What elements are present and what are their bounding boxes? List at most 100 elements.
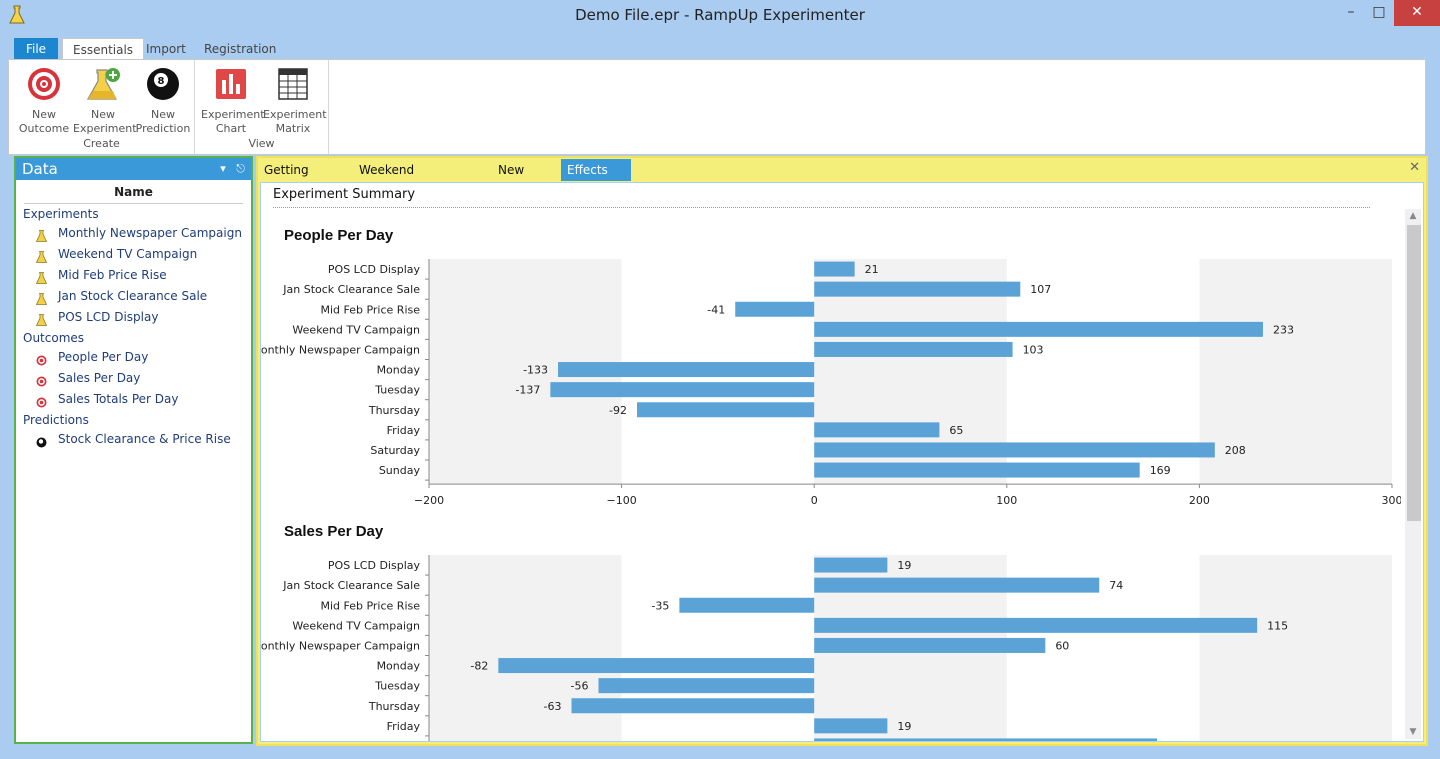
maximize-button[interactable]: □	[1372, 4, 1386, 20]
view-group-label: View	[248, 137, 275, 150]
tree-section-predictions[interactable]: Predictions	[23, 413, 89, 427]
scroll-up-icon[interactable]: ▲	[1409, 211, 1417, 221]
target-icon	[26, 66, 62, 102]
bar	[814, 718, 888, 734]
data-label: 103	[1023, 343, 1044, 356]
window-title: Demo File.epr - RampUp Experimenter	[575, 6, 865, 24]
tab-file[interactable]: File	[14, 38, 58, 60]
grid-band	[1199, 555, 1392, 741]
data-pane-title: Data	[22, 160, 58, 178]
target-icon	[36, 352, 47, 366]
close-button[interactable]: ✕	[1394, 0, 1440, 26]
ribbon-panel: New Outcome New Experiment 8 New Predic	[8, 59, 1426, 155]
tree-item[interactable]: Monthly Newspaper Campaign	[16, 223, 251, 244]
data-label: -63	[544, 700, 562, 713]
category-label: POS LCD Display	[328, 559, 421, 572]
new-outcome-button[interactable]: New Outcome	[14, 66, 74, 136]
category-label: Weekend TV Campaign	[292, 619, 420, 632]
tree-item[interactable]: Mid Feb Price Rise	[16, 265, 251, 286]
tree-item[interactable]: Weekend TV Campaign	[16, 244, 251, 265]
minimize-button[interactable]: –	[1347, 4, 1355, 20]
tree-item[interactable]: Sales Totals Per Day	[16, 389, 251, 410]
data-label: 74	[1109, 579, 1123, 592]
bar	[814, 442, 1215, 458]
category-label: Thursday	[368, 700, 421, 713]
experiment-chart-button[interactable]: Experiment Chart	[201, 66, 265, 136]
tree-item[interactable]: Stock Clearance & Price Rise	[16, 429, 251, 450]
vertical-scrollbar[interactable]: ▲ ▼	[1405, 209, 1421, 739]
data-label: 65	[949, 424, 963, 437]
target-icon	[36, 394, 47, 408]
data-label: 233	[1273, 323, 1294, 336]
data-label: -133	[523, 364, 548, 377]
bar	[498, 658, 815, 674]
flask-icon	[35, 228, 48, 242]
pane-dropdown-icon[interactable]: ▾	[220, 162, 226, 175]
x-tick-label: 300	[1382, 494, 1402, 507]
tree-section-outcomes[interactable]: Outcomes	[23, 331, 85, 345]
tab-weekend-tv-campaign[interactable]: Weekend TV Campaign	[359, 163, 420, 221]
new-prediction-button[interactable]: 8 New Prediction	[133, 66, 193, 136]
tree-item[interactable]: POS LCD Display	[16, 307, 251, 328]
tree-item-label: Jan Stock Clearance Sale	[58, 289, 208, 303]
bar	[637, 402, 815, 418]
category-label: Jan Stock Clearance Sale	[282, 579, 420, 592]
new-experiment-button[interactable]: New Experiment	[73, 66, 137, 136]
flask-icon	[35, 270, 48, 284]
data-label: 169	[1150, 464, 1171, 477]
tab-new-event[interactable]: New Event	[498, 163, 532, 199]
scroll-down-icon[interactable]: ▼	[1409, 727, 1417, 737]
data-pane-header: Data ▾ ⎋	[16, 158, 251, 180]
data-label: 19	[897, 559, 911, 572]
tree-item[interactable]: People Per Day	[16, 347, 251, 368]
target-icon	[36, 373, 47, 387]
tree-item[interactable]: Jan Stock Clearance Sale	[16, 286, 251, 307]
data-label: 107	[1030, 283, 1051, 296]
data-label: -56	[571, 680, 589, 693]
tab-getting-started[interactable]: Getting Started	[264, 163, 309, 199]
data-label: 208	[1225, 444, 1246, 457]
ribbon-tabs: File Essentials Import Registration	[8, 36, 1432, 60]
tab-import[interactable]: Import	[146, 42, 186, 56]
create-group-label: Create	[83, 137, 120, 150]
data-label: 89	[1167, 740, 1181, 742]
tree-item-label: Mid Feb Price Rise	[58, 268, 167, 282]
scrollbar-thumb[interactable]	[1407, 225, 1421, 521]
tab-effects-summary[interactable]: Effects Summary	[561, 159, 631, 199]
bar	[558, 362, 815, 378]
data-label: -137	[515, 384, 540, 397]
summary-title: Experiment Summary	[273, 187, 416, 202]
name-column-header[interactable]: Name	[24, 182, 243, 204]
category-label: Friday	[387, 424, 421, 437]
bar	[814, 261, 855, 277]
bar	[814, 281, 1021, 297]
bar	[814, 341, 1013, 357]
tree-item-label: People Per Day	[58, 350, 149, 364]
tree-section-experiments[interactable]: Experiments	[23, 207, 99, 221]
eight-ball-icon	[36, 434, 47, 448]
people-per-day-chart: POS LCD Display 21 Jan Stock Clearance Sal…	[261, 259, 1402, 507]
new-outcome-label: New Outcome	[18, 108, 70, 135]
flask-add-icon	[85, 66, 121, 102]
tab-registration[interactable]: Registration	[204, 42, 277, 56]
data-label: -82	[470, 660, 488, 673]
experiment-matrix-button[interactable]: Experiment Matrix	[263, 66, 327, 136]
bar	[814, 462, 1140, 478]
x-tick-label: 200	[1189, 494, 1210, 507]
bar	[814, 422, 940, 438]
data-label: 115	[1267, 619, 1288, 632]
bar	[814, 321, 1263, 337]
table-matrix-icon	[275, 66, 311, 102]
tab-essentials[interactable]: Essentials	[62, 38, 145, 60]
close-document-icon[interactable]: ✕	[1409, 160, 1420, 175]
tree-item[interactable]: Sales Per Day	[16, 368, 251, 389]
effects-summary-view: Experiment Summary People Per Day POS LC…	[260, 182, 1424, 742]
category-label: Tuesday	[374, 384, 420, 397]
title-divider	[273, 207, 1370, 208]
bar	[814, 617, 1258, 633]
pin-icon[interactable]: ⎋	[236, 162, 245, 175]
data-label: 19	[897, 720, 911, 733]
bar	[814, 557, 888, 573]
bar	[814, 637, 1046, 653]
data-pane: Data ▾ ⎋ Name Experiments Monthly Newspap…	[14, 156, 253, 744]
